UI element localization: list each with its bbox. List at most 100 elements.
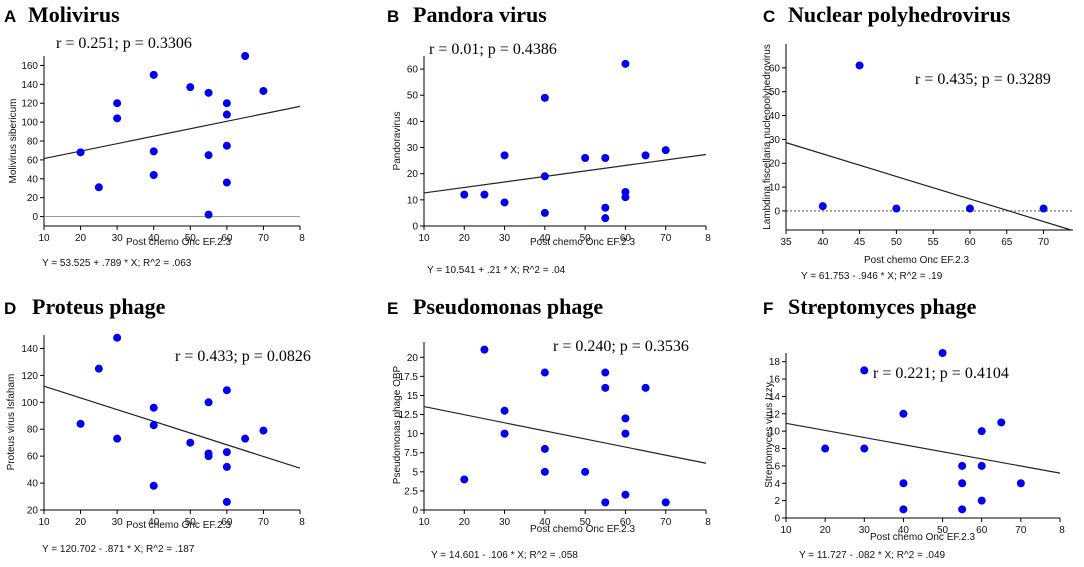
data-point: [899, 479, 908, 488]
data-point: [540, 93, 549, 102]
data-point: [222, 462, 231, 471]
y-tick-label: 17.5: [399, 372, 419, 383]
y-tick-label: 20: [27, 506, 39, 517]
x-tick-label: 70: [1038, 237, 1050, 248]
x-tick-label: 40: [817, 237, 829, 248]
y-tick-label: 80: [27, 137, 39, 148]
data-point: [540, 172, 549, 181]
x-tick-label: 40: [898, 525, 910, 536]
y-tick-label: 15: [407, 391, 419, 402]
data-point: [977, 496, 986, 505]
data-point: [241, 52, 250, 60]
data-point: [500, 406, 509, 415]
data-point: [460, 190, 469, 199]
y-tick-label: 30: [407, 143, 419, 154]
x-axis-label: Post chemo Onc EF.2.3: [530, 237, 635, 248]
x-axis-label: Post chemo Onc EF.2.3: [530, 524, 635, 535]
data-point: [241, 434, 250, 443]
y-tick-label: 140: [21, 344, 38, 355]
x-tick-label: 70: [1015, 525, 1027, 536]
data-point: [259, 426, 268, 435]
regression-equation: Y = 120.702 - .871 * X; R^2 = .187: [42, 544, 195, 555]
correlation-stat: r = 0.240; p = 0.3536: [553, 338, 689, 355]
data-point: [222, 497, 231, 506]
correlation-stat: r = 0.221; p = 0.4104: [873, 365, 1009, 382]
data-point: [899, 505, 908, 514]
data-point: [500, 151, 509, 160]
x-axis-label: Post chemo Onc EF.2.3: [126, 520, 231, 531]
y-tick-label: 7.5: [404, 448, 418, 459]
data-point: [860, 366, 869, 375]
y-tick-label: 0: [412, 222, 418, 233]
y-tick-label: 40: [27, 479, 39, 490]
x-tick-label: 30: [499, 517, 511, 528]
panel-c: C Nuclear polyhedrovirus 0 10 20 30 40 50 60 35 40…: [762, 2, 1073, 282]
data-point: [540, 467, 549, 476]
y-tick-label: 0: [32, 212, 38, 223]
y-tick-label: 20: [407, 169, 419, 180]
data-point: [958, 505, 967, 514]
x-tick-label: 55: [928, 237, 940, 248]
data-point: [222, 386, 231, 395]
x-tick-label: 10: [38, 517, 50, 528]
data-point: [540, 444, 549, 453]
data-point: [818, 202, 827, 211]
data-point: [1039, 204, 1048, 213]
regression-equation: Y = 61.753 - .946 * X; R^2 = .19: [801, 271, 943, 282]
y-tick-label: 10: [769, 427, 781, 438]
data-point: [186, 438, 195, 447]
data-point: [621, 59, 630, 68]
y-tick-label: 0: [774, 206, 780, 217]
y-tick-label: 2.5: [404, 486, 418, 497]
data-point: [899, 409, 908, 418]
data-point: [621, 193, 630, 202]
x-tick-label: 20: [820, 525, 832, 536]
y-tick-label: 8: [774, 444, 780, 455]
data-point: [500, 198, 509, 207]
data-point: [540, 208, 549, 217]
x-axis-label: Post chemo Onc EF.2.3: [864, 255, 969, 266]
chart-title: Streptomyces phage: [788, 294, 977, 319]
data-point: [938, 349, 947, 357]
y-tick-label: 16: [769, 375, 781, 386]
data-point: [958, 479, 967, 488]
x-tick-label: 50: [580, 517, 592, 528]
x-tick-label: 30: [499, 233, 511, 244]
x-tick-label: 30: [112, 517, 124, 528]
data-point: [480, 190, 489, 199]
x-tick-label: 65: [1001, 237, 1013, 248]
chart-title: Molivirus: [28, 2, 120, 27]
data-point: [204, 88, 213, 97]
data-point: [222, 99, 231, 108]
panel-a: A Molivirus 0 20 40 60 80 100 120 140 160 10 20 30 40 5…: [4, 2, 305, 269]
x-tick-label: 10: [418, 233, 430, 244]
regression-equation: Y = 10.541 + .21 * X; R^2 = .04: [427, 265, 566, 276]
x-tick-label: 40: [539, 517, 551, 528]
data-point: [94, 364, 103, 373]
data-point: [460, 475, 469, 484]
x-tick-label: 60: [221, 517, 233, 528]
data-point: [186, 83, 195, 92]
x-tick-label: 8: [705, 517, 711, 528]
regression-equation: Y = 14.601 - .106 * X; R^2 = .058: [431, 550, 578, 561]
data-point: [855, 61, 864, 70]
data-point: [113, 114, 122, 123]
y-tick-label: 30: [769, 135, 781, 146]
y-tick-label: 160: [21, 61, 38, 72]
data-point: [641, 151, 650, 160]
regression-line: [423, 406, 707, 464]
x-tick-label: 35: [780, 237, 792, 248]
y-tick-label: 60: [407, 65, 419, 76]
data-point: [149, 70, 158, 79]
regression-line: [785, 422, 1061, 474]
y-tick-label: 2: [774, 496, 780, 507]
data-point: [958, 461, 967, 470]
regression-equation: Y = 11.727 - .082 * X; R^2 = .049: [799, 550, 946, 561]
y-tick-label: 120: [21, 371, 38, 382]
panel-letter: B: [387, 7, 399, 26]
y-tick-label: 120: [21, 99, 38, 110]
x-tick-label: 8: [1059, 525, 1065, 536]
x-axis-label: Post chemo Onc EF.2.3: [126, 237, 231, 248]
x-tick-label: 40: [148, 233, 160, 244]
